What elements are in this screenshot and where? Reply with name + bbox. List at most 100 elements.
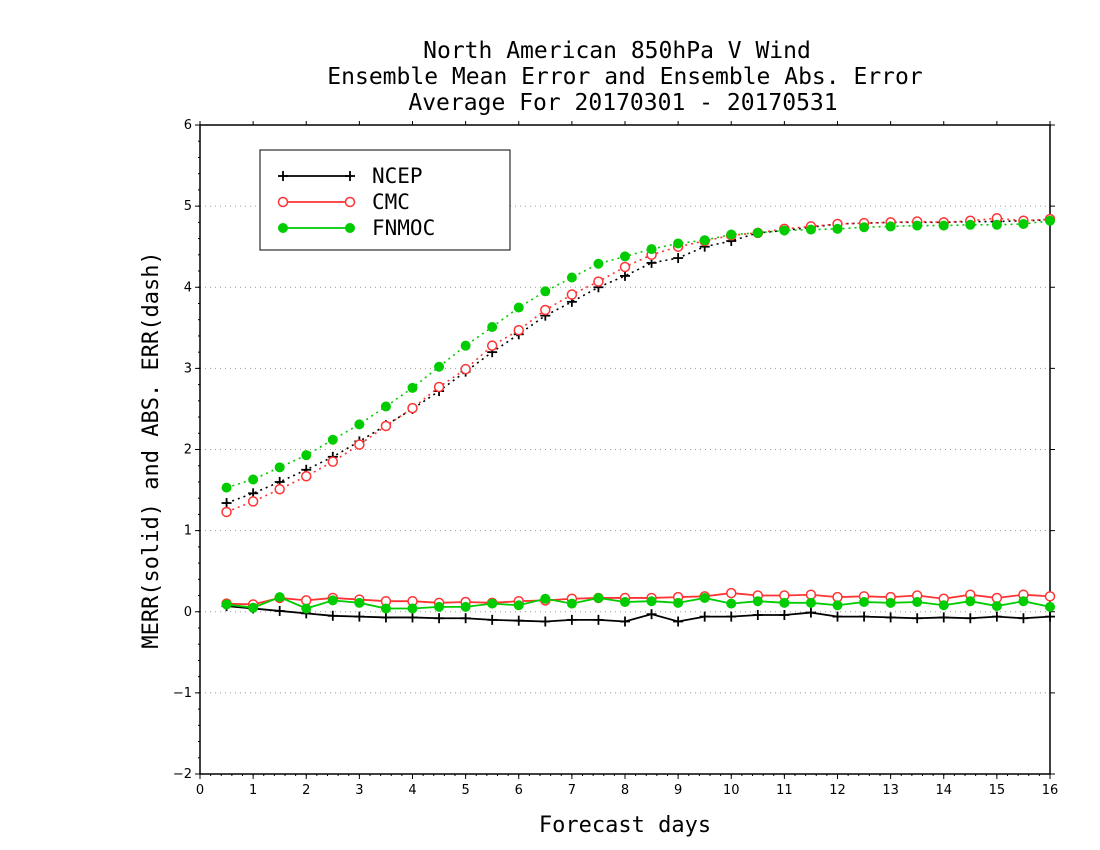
fnmoc-abs-err-line [226,219,1051,489]
y-tick-label: 1 [184,524,192,539]
legend-marker-end-fnmoc [345,223,355,233]
fnmoc-abs-err-point [460,340,471,351]
chart-title: North American 850hPa V Wind Ensemble Me… [327,38,922,116]
grid-lines [200,205,1050,694]
x-tick-label: 13 [882,783,899,798]
fnmoc-abs-err-point [912,220,923,231]
fnmoc-merr-point [1018,596,1029,607]
fnmoc-abs-err-point [380,401,391,412]
cmc-abs-err-point [274,484,285,495]
title-line-3: Average For 20170301 - 20170531 [408,90,837,116]
x-tick-label: 10 [723,783,740,798]
cmc-merr-point [726,587,737,599]
cmc-abs-err-point [433,381,445,393]
fnmoc-abs-err-point [1018,218,1029,229]
y-tick-label: 6 [184,118,192,133]
cmc-abs-err-point [460,363,471,375]
cmc-abs-err-point [354,439,365,450]
fnmoc-merr-point [487,598,498,609]
fnmoc-merr-point [805,597,816,608]
fnmoc-merr-point [965,596,976,607]
cmc-abs-err-point [486,340,498,351]
x-tick-label: 1 [249,783,257,798]
fnmoc-abs-err-point [248,474,259,485]
cmc-abs-err-point [407,402,418,414]
series-layer [221,213,1056,627]
fnmoc-merr-point [673,597,684,608]
fnmoc-merr-point [859,597,870,608]
fnmoc-abs-err-point [407,382,418,393]
fnmoc-merr-point [327,595,338,606]
fnmoc-merr-point [991,601,1002,612]
fnmoc-abs-err-point [566,272,577,283]
fnmoc-abs-err-point [540,286,551,297]
fnmoc-abs-err-point [752,227,763,238]
legend-box [259,149,511,251]
legend-label-cmc: CMC [372,190,410,214]
fnmoc-abs-err-point [221,482,232,493]
cmc-abs-err-point [327,456,339,467]
x-tick-label: 7 [568,783,576,798]
x-tick-label: 9 [674,783,682,798]
x-tick-label: 14 [935,783,952,798]
fnmoc-merr-point [221,599,232,610]
legend-label-ncep: NCEP [372,164,423,188]
fnmoc-merr-point [248,602,259,613]
cmc-merr-point [1044,591,1056,602]
cmc-abs-err-point [540,304,551,316]
fnmoc-merr-point [912,597,923,608]
cmc-abs-err-point [566,289,578,300]
fnmoc-merr-point [593,592,604,603]
series-ncep [221,214,1055,627]
x-axis-label: Forecast days [539,813,711,838]
x-tick-label: 11 [776,783,793,798]
fnmoc-abs-err-point [938,220,949,231]
fnmoc-abs-err-point [779,225,790,236]
cmc-abs-err-point [619,261,631,273]
x-tick-label: 0 [196,783,204,798]
fnmoc-merr-point [566,598,577,609]
y-tick-label: 4 [184,280,192,295]
fnmoc-merr-point [620,597,630,608]
fnmoc-abs-err-point [620,251,630,262]
y-tick-label: 0 [184,605,192,620]
fnmoc-abs-err-point [726,229,737,240]
fnmoc-abs-err-point [1045,215,1055,226]
fnmoc-abs-err-point [354,419,365,430]
fnmoc-merr-point [434,601,445,612]
y-tick-label: −1 [173,686,192,701]
series-fnmoc [221,215,1055,614]
fnmoc-merr-point [274,592,285,603]
x-tick-label: 6 [515,783,523,798]
fnmoc-merr-point [699,592,710,603]
fnmoc-abs-err-point [513,302,524,313]
fnmoc-merr-point [832,600,843,611]
y-tick-label: 3 [184,361,192,376]
x-tick-label: 2 [302,783,310,798]
fnmoc-merr-point [938,600,949,611]
legend-marker-start-cmc [277,196,289,208]
fnmoc-abs-err-point [593,258,604,269]
x-tick-label: 5 [461,783,469,798]
fnmoc-abs-err-point [301,450,312,461]
fnmoc-merr-point [301,603,312,614]
fnmoc-abs-err-point [487,322,498,333]
cmc-abs-err-point [301,471,312,482]
fnmoc-merr-point [1045,601,1055,612]
x-tick-label: 12 [829,783,846,798]
fnmoc-merr-point [354,597,365,608]
fnmoc-abs-err-point [859,222,870,233]
fnmoc-merr-point [779,597,790,608]
x-tick-label: 4 [408,783,416,798]
title-line-2: Ensemble Mean Error and Ensemble Abs. Er… [327,64,922,90]
cmc-abs-err-point [593,276,604,287]
fnmoc-abs-err-point [965,219,976,230]
cmc-abs-err-point [380,420,392,432]
y-tick-label: 5 [184,199,192,214]
series-cmc [221,213,1056,610]
x-tick-label: 3 [355,783,363,798]
fnmoc-abs-err-point [885,221,896,232]
